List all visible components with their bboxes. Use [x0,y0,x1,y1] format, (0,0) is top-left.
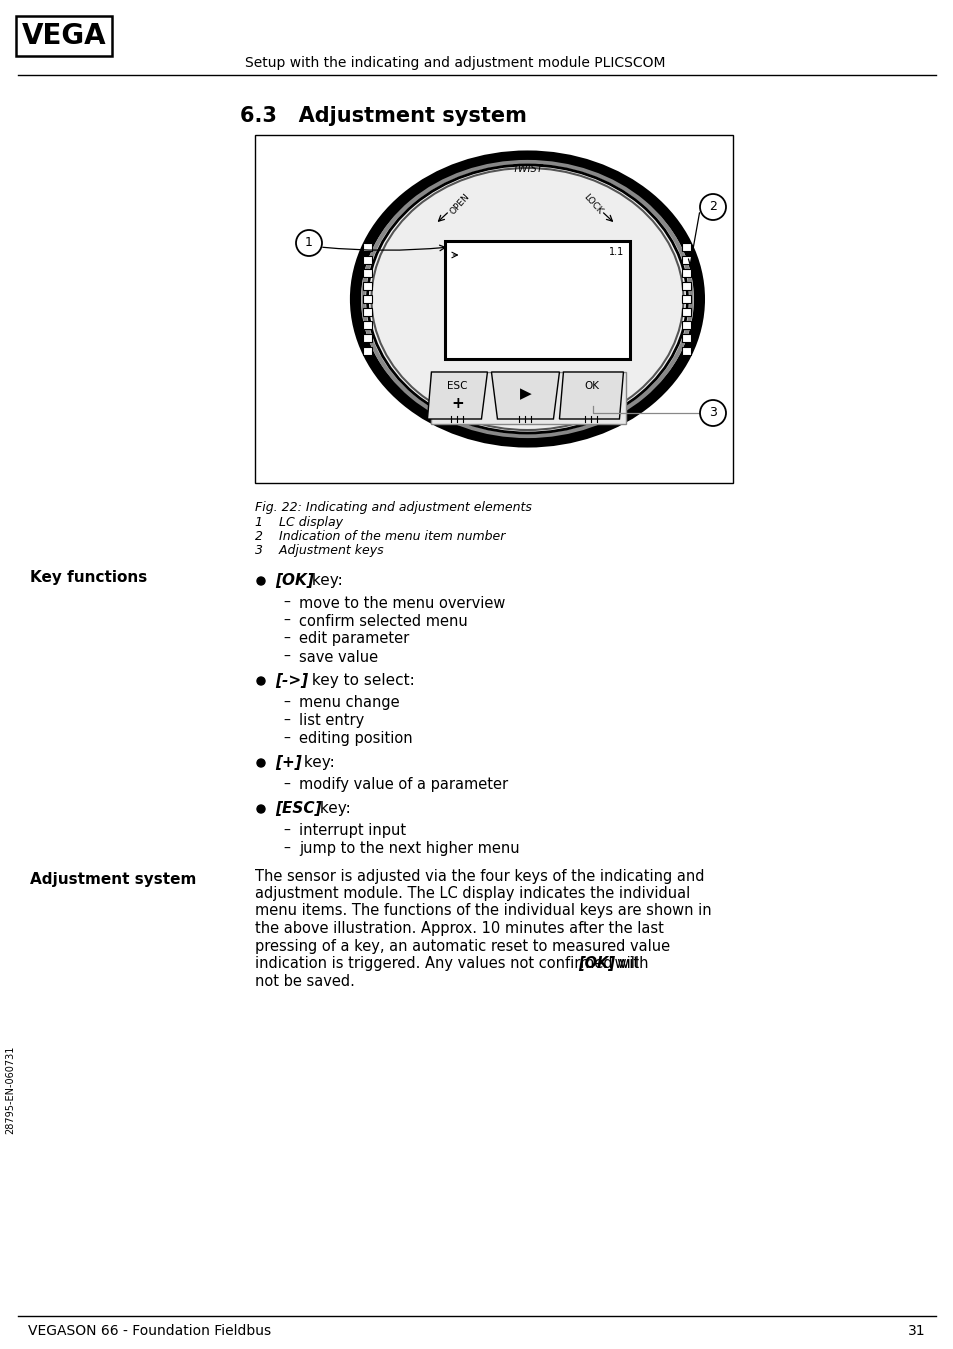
Text: The sensor is adjusted via the four keys of the indicating and: The sensor is adjusted via the four keys… [254,869,703,884]
Text: –: – [283,824,290,838]
Text: the above illustration. Approx. 10 minutes after the last: the above illustration. Approx. 10 minut… [254,921,663,936]
Text: VEGASON 66 - Foundation Fieldbus: VEGASON 66 - Foundation Fieldbus [28,1323,271,1338]
Text: menu items. The functions of the individual keys are shown in: menu items. The functions of the individ… [254,904,711,919]
Text: –: – [283,614,290,629]
Polygon shape [427,372,487,420]
Text: 3    Adjustment keys: 3 Adjustment keys [254,544,383,557]
Text: adjustment module. The LC display indicates the individual: adjustment module. The LC display indica… [254,886,690,901]
Bar [431,372,626,424]
Bar [681,295,691,304]
Bar [681,256,691,264]
Circle shape [256,759,265,768]
Text: indication is triggered. Any values not confirmed with: indication is triggered. Any values not … [254,956,653,971]
Polygon shape [491,372,558,420]
Bar [363,335,372,343]
Bar [363,295,372,304]
Text: Key functions: Key functions [30,571,147,585]
Text: 3: 3 [708,406,717,420]
Text: key:: key: [314,801,351,816]
Text: 31: 31 [907,1323,925,1338]
Text: move to the menu overview: move to the menu overview [298,595,505,611]
Text: confirm selected menu: confirm selected menu [298,614,467,629]
Text: save value: save value [298,649,377,665]
Text: edit parameter: edit parameter [298,631,409,646]
Text: Fig. 22: Indicating and adjustment elements: Fig. 22: Indicating and adjustment eleme… [254,500,532,514]
Text: key:: key: [307,573,342,588]
Text: –: – [283,733,290,746]
Text: –: – [283,842,290,857]
Ellipse shape [371,169,682,430]
Text: [OK]: [OK] [274,573,314,588]
Bar [363,347,372,355]
Text: –: – [283,650,290,664]
Text: [+]: [+] [274,755,301,770]
Text: OPEN: OPEN [447,192,471,216]
Text: [->]: [->] [274,673,308,688]
Bar [363,321,372,329]
Text: editing position: editing position [298,731,413,746]
Text: 1    LC display: 1 LC display [254,517,343,529]
Bar [363,268,372,277]
Text: OK: OK [583,380,598,391]
Text: Setup with the indicating and adjustment module PLICSCOM: Setup with the indicating and adjustment… [245,57,665,70]
Text: 1.1: 1.1 [609,247,624,258]
Text: list entry: list entry [298,714,364,728]
Circle shape [256,577,265,585]
Bar [681,335,691,343]
Text: ▶: ▶ [519,387,531,402]
Bar [681,347,691,355]
Bar [363,308,372,316]
Bar [681,268,691,277]
Bar [681,243,691,251]
Text: 2    Indication of the menu item number: 2 Indication of the menu item number [254,530,505,544]
Text: jump to the next higher menu: jump to the next higher menu [298,842,519,857]
Ellipse shape [357,158,697,440]
Text: will: will [610,956,639,971]
Text: pressing of a key, an automatic reset to measured value: pressing of a key, an automatic reset to… [254,939,669,954]
Text: –: – [283,778,290,792]
Text: key to select:: key to select: [307,673,415,688]
Text: interrupt input: interrupt input [298,823,406,839]
Bar [445,241,630,359]
Text: –: – [283,631,290,646]
Bar [681,321,691,329]
Bar [254,135,732,483]
Circle shape [295,229,322,256]
Text: Adjustment system: Adjustment system [30,871,196,888]
Text: –: – [283,696,290,710]
Circle shape [700,401,725,426]
Text: –: – [283,596,290,610]
Text: LOCK: LOCK [580,192,603,216]
Text: VEGA: VEGA [22,22,107,50]
Text: not be saved.: not be saved. [254,974,355,989]
Text: key:: key: [298,755,335,770]
Text: 6.3   Adjustment system: 6.3 Adjustment system [240,107,526,125]
Text: ESC: ESC [447,380,467,391]
Text: TWIST: TWIST [512,165,542,174]
Text: modify value of a parameter: modify value of a parameter [298,777,508,792]
Text: +: + [451,397,463,411]
Text: 2: 2 [708,201,717,213]
Circle shape [256,805,265,813]
Bar [681,308,691,316]
Polygon shape [558,372,623,420]
Circle shape [700,194,725,220]
Text: [OK]: [OK] [578,956,615,971]
Text: [ESC]: [ESC] [274,801,321,816]
Bar [363,256,372,264]
Bar [681,282,691,290]
Bar [363,282,372,290]
Text: 28795-EN-060731: 28795-EN-060731 [5,1045,15,1135]
Bar [363,243,372,251]
Text: menu change: menu change [298,696,399,711]
Text: –: – [283,714,290,728]
Circle shape [256,677,265,685]
Text: 1: 1 [305,236,313,250]
